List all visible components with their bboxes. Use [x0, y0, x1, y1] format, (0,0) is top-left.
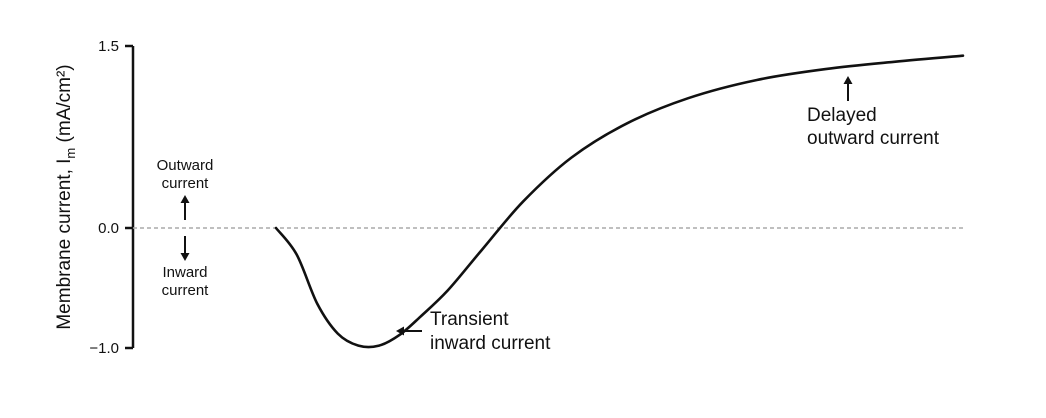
y-axis-label-main: Membrane current, I: [54, 159, 75, 330]
outward-label-line1: Outward: [157, 157, 214, 174]
membrane-current-line: [274, 54, 965, 349]
y-axis-label: Membrane current, Im (mA/cm²): [54, 64, 78, 329]
transient-label-line1: Transient: [430, 309, 509, 330]
y-tick-label-0.0: 0.0: [98, 220, 119, 237]
up-arrow-icon: [843, 76, 853, 101]
y-axis-label-subscript: m: [63, 148, 78, 159]
delayed-label-line1: Delayed: [807, 105, 877, 126]
down-arrow-icon: [180, 236, 190, 261]
inward-label-line2: current: [162, 282, 210, 299]
up-arrow-icon: [180, 195, 190, 220]
inward-label-line1: Inward: [162, 264, 207, 281]
y-tick-label-1.5: 1.5: [98, 38, 119, 55]
transient-label-line2: inward current: [430, 333, 551, 354]
y-axis-label-unit: (mA/cm²): [54, 64, 75, 147]
outward-label-line2: current: [162, 175, 210, 192]
y-tick-label--1.0: −1.0: [89, 340, 119, 357]
delayed-label-line2: outward current: [807, 128, 940, 149]
left-arrow-icon: [396, 326, 422, 336]
